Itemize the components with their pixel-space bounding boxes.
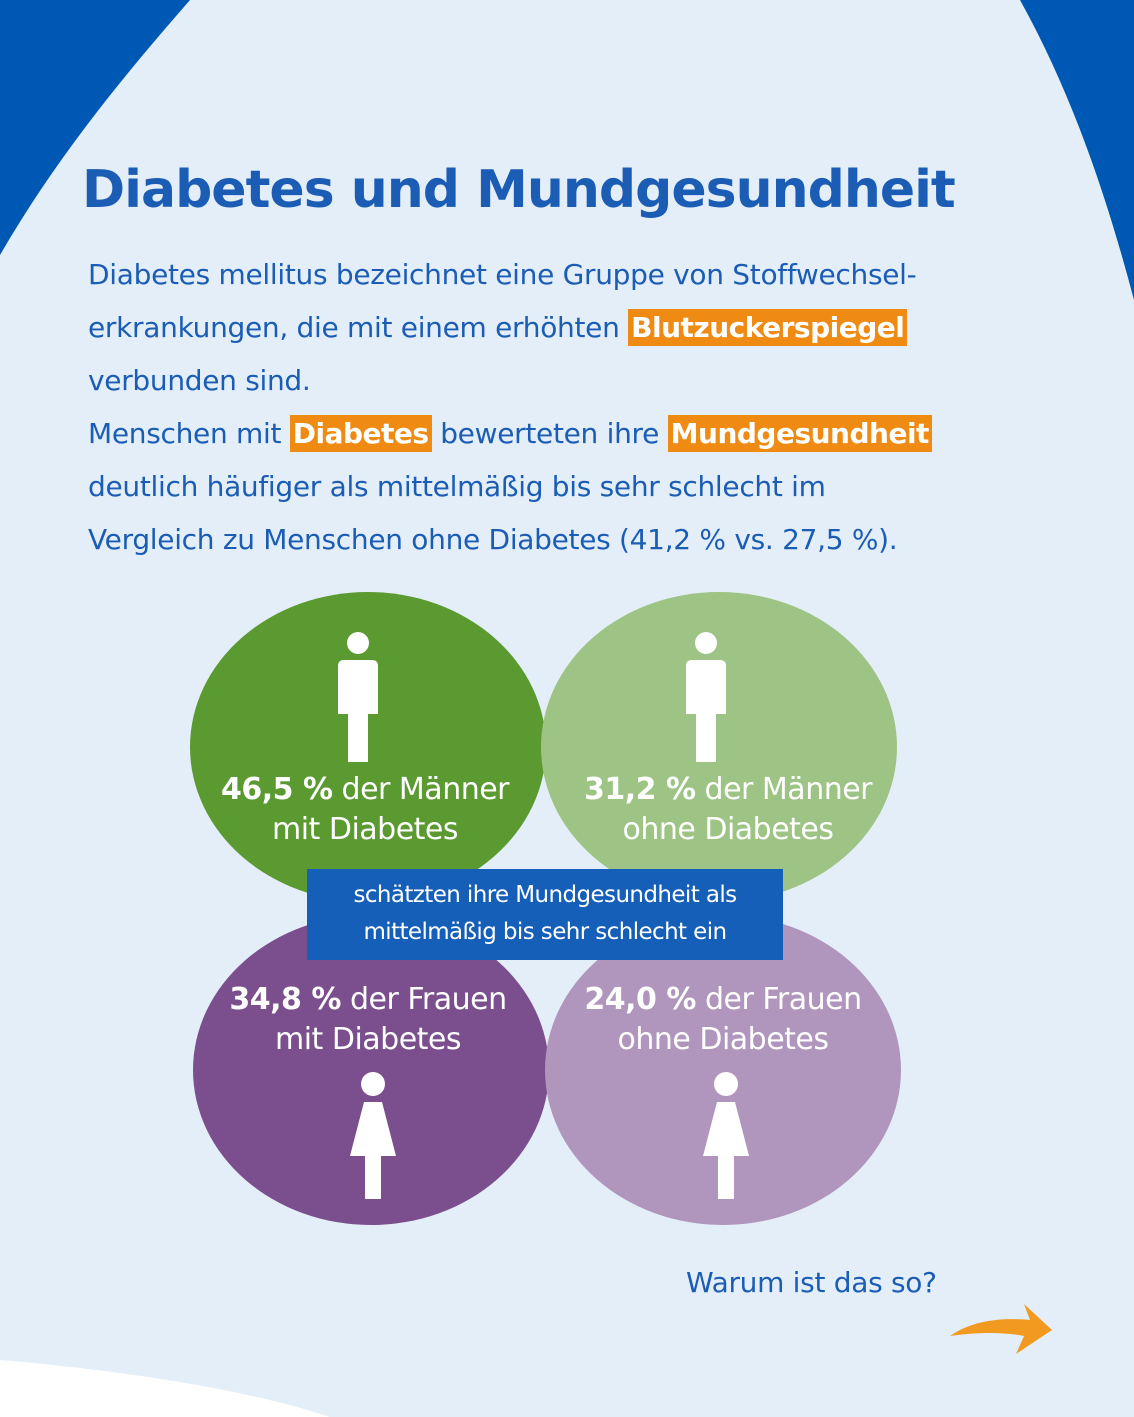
stat-men-no-diabetes-label: der Männer [695, 772, 873, 807]
intro-line-1: Diabetes mellitus bezeichnet eine Gruppe… [88, 258, 917, 291]
stat-women-diabetes-sub: mit Diabetes [274, 1022, 462, 1057]
intro-line-5: deutlich häufiger als mittelmäßig bis se… [88, 470, 826, 503]
female-figure-icon [350, 1072, 396, 1199]
bottom-left-white-shape [0, 1360, 330, 1417]
top-right-blue-shape [1020, 0, 1134, 300]
center-caption-line-1: schätzten ihre Mundgesundheit als [353, 882, 737, 908]
highlight-mundgesundheit: Mundgesundheit [667, 415, 932, 452]
center-caption-line-2: mittelmäßig bis sehr schlecht ein [363, 919, 727, 945]
arrow-right-icon[interactable] [946, 1300, 1056, 1360]
stat-men-diabetes-value: 46,5 % [220, 772, 333, 807]
center-caption-box: schätzten ihre Mundgesundheit als mittel… [307, 869, 783, 960]
female-figure-icon [703, 1072, 749, 1199]
stat-women-no-diabetes: 24,0 % der Frauen ohne Diabetes [545, 980, 901, 1060]
stat-women-no-diabetes-label: der Frauen [695, 982, 862, 1017]
stat-men-diabetes-label: der Männer [332, 772, 510, 807]
intro-line-4: Menschen mit Diabetes bewerteten ihre Mu… [88, 407, 988, 460]
stat-women-no-diabetes-sub: ohne Diabetes [617, 1022, 829, 1057]
circle-men-no-diabetes [541, 592, 897, 902]
stat-men-no-diabetes: 31,2 % der Männer ohne Diabetes [550, 770, 906, 850]
stat-women-diabetes-value: 34,8 % [229, 982, 341, 1017]
stat-men-no-diabetes-value: 31,2 % [583, 772, 696, 807]
intro-line-4-pre: Menschen mit [88, 417, 290, 450]
male-figure-icon [686, 632, 726, 762]
page-title: Diabetes und Mundgesundheit [82, 160, 956, 220]
next-question-text: Warum ist das so? [686, 1266, 937, 1299]
intro-line-4-mid: bewerteten ihre [431, 417, 668, 450]
male-figure-icon [338, 632, 378, 762]
stat-men-diabetes: 46,5 % der Männer mit Diabetes [187, 770, 543, 850]
intro-line-2: erkrankungen, die mit einem erhöhten Blu… [88, 301, 988, 354]
highlight-diabetes: Diabetes [289, 415, 432, 452]
intro-line-3: verbunden sind. [88, 364, 311, 397]
intro-text: Diabetes mellitus bezeichnet eine Gruppe… [88, 248, 988, 566]
stat-women-diabetes: 34,8 % der Frauen mit Diabetes [190, 980, 546, 1060]
highlight-blutzuckerspiegel: Blutzuckerspiegel [628, 309, 908, 346]
intro-line-6: Vergleich zu Menschen ohne Diabetes (41,… [88, 523, 898, 556]
stat-women-no-diabetes-value: 24,0 % [584, 982, 696, 1017]
stat-men-diabetes-sub: mit Diabetes [271, 812, 459, 847]
stat-men-no-diabetes-sub: ohne Diabetes [622, 812, 834, 847]
intro-line-2-text: erkrankungen, die mit einem erhöhten [88, 311, 629, 344]
stat-women-diabetes-label: der Frauen [340, 982, 507, 1017]
top-left-blue-shape [0, 0, 190, 255]
